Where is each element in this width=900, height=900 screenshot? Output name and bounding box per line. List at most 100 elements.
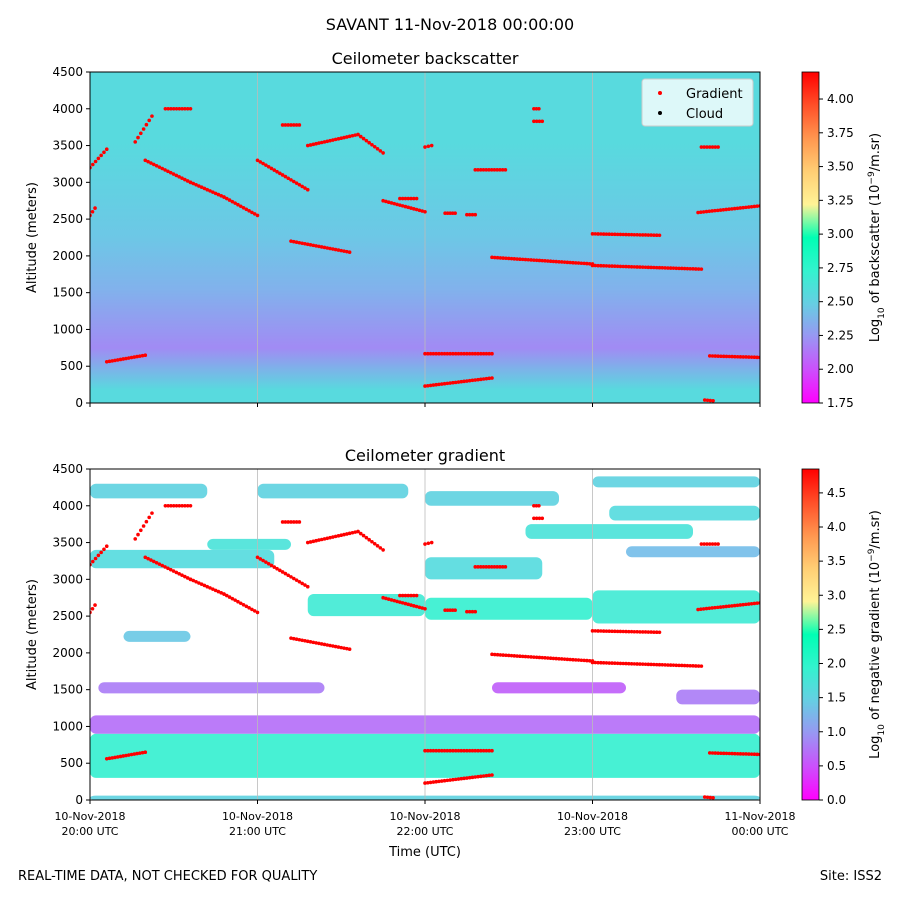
y-tick-label: 500 xyxy=(60,359,83,373)
gradient-point xyxy=(730,354,734,359)
gradient-point xyxy=(311,243,316,248)
gradient-point xyxy=(711,398,715,403)
gradient-band xyxy=(90,483,208,499)
gradient-point xyxy=(618,661,623,666)
gradient-point xyxy=(501,653,505,657)
gradient-point xyxy=(473,775,478,779)
gradient-point xyxy=(289,636,293,640)
gradient-point xyxy=(283,174,288,179)
gradient-point xyxy=(423,145,427,149)
gradient-point xyxy=(328,535,332,540)
gradient-point xyxy=(615,661,620,666)
gradient-point xyxy=(305,540,310,545)
gradient-point xyxy=(724,207,728,212)
colorbar-label: Log10 of backscatter (10−9/m.sr) xyxy=(867,133,887,342)
gradient-point xyxy=(532,516,536,521)
gradient-point xyxy=(375,544,380,548)
gradient-point xyxy=(702,398,707,402)
gradient-point xyxy=(540,655,545,660)
gradient-point xyxy=(331,247,335,251)
gradient-point xyxy=(705,398,710,403)
gradient-point xyxy=(462,776,466,781)
gradient-point xyxy=(174,106,179,111)
gradient-point xyxy=(163,503,168,508)
gradient-point xyxy=(565,260,570,265)
gradient-point xyxy=(467,775,472,780)
gradient-point xyxy=(280,520,285,524)
gradient-point xyxy=(166,566,170,571)
panel-title: Ceilometer gradient xyxy=(345,446,505,465)
gradient-point xyxy=(303,639,307,643)
gradient-point xyxy=(342,646,346,650)
backscatter-panel: Ceilometer backscatter 0 500 1000 1500 2000 25… xyxy=(25,49,887,410)
gradient-point xyxy=(297,240,302,245)
gradient-point xyxy=(317,141,321,145)
gradient-point xyxy=(503,168,508,172)
colorbar xyxy=(801,71,820,404)
gradient-point xyxy=(487,773,492,778)
gradient-point xyxy=(518,654,522,658)
gradient-point xyxy=(490,376,494,380)
gradient-point xyxy=(96,553,101,558)
gradient-point xyxy=(272,565,277,569)
gradient-point xyxy=(286,123,291,127)
gradient-point xyxy=(386,200,391,204)
gradient-point xyxy=(537,119,542,124)
gradient-panel: Ceilometer gradient 0 500 1000 1500 2000 2500 3… xyxy=(25,446,887,860)
gradient-point xyxy=(727,207,731,211)
gradient-point xyxy=(146,556,150,561)
gradient-point xyxy=(154,163,159,168)
gradient-point xyxy=(587,261,592,266)
gradient-point xyxy=(197,581,201,585)
gradient-point xyxy=(590,660,595,665)
gradient-point xyxy=(537,503,541,508)
gradient-point xyxy=(439,748,444,753)
gradient-point xyxy=(476,748,480,753)
gradient-point xyxy=(250,210,254,215)
plot-area xyxy=(90,72,760,403)
gradient-point xyxy=(211,190,215,194)
gradient-point xyxy=(492,168,497,172)
gradient-point xyxy=(216,589,221,594)
gradient-point xyxy=(654,233,659,238)
gradient-point xyxy=(294,123,299,127)
gradient-point xyxy=(241,205,246,210)
gradient-band xyxy=(592,476,760,488)
gradient-point xyxy=(247,606,251,610)
gradient-point xyxy=(135,751,139,756)
gradient-point xyxy=(336,645,341,649)
gradient-point xyxy=(704,606,709,611)
gradient-point xyxy=(356,529,360,534)
gradient-point xyxy=(93,556,98,561)
x-tick-label: 20:00 UTC xyxy=(61,825,118,838)
gradient-point xyxy=(492,255,497,260)
y-tick-label: 3500 xyxy=(52,536,83,550)
colorbar-tick-label: 1.0 xyxy=(827,725,846,739)
gradient-point xyxy=(752,355,757,360)
gradient-point xyxy=(347,134,352,139)
x-tick-label: 00:00 UTC xyxy=(731,825,788,838)
gradient-point xyxy=(219,194,224,198)
gradient-point xyxy=(358,134,363,139)
gradient-point xyxy=(646,662,651,667)
gradient-point xyxy=(543,656,547,660)
gradient-point xyxy=(682,663,687,668)
gradient-point xyxy=(294,578,299,582)
gradient-point xyxy=(730,751,734,756)
gradient-point xyxy=(150,511,154,515)
gradient-point xyxy=(735,354,740,359)
gradient-point xyxy=(604,264,609,268)
gradient-point xyxy=(495,565,499,569)
gradient-point xyxy=(261,558,265,563)
gradient-point xyxy=(191,181,196,186)
gradient-point xyxy=(649,662,653,667)
gradient-point xyxy=(439,351,444,356)
gradient-point xyxy=(180,573,184,577)
gradient-point xyxy=(696,267,701,271)
gradient-point xyxy=(638,662,642,666)
gradient-point xyxy=(643,630,648,634)
gradient-point xyxy=(715,605,720,610)
gradient-point xyxy=(638,630,642,634)
gradient-point xyxy=(696,664,701,668)
gradient-point xyxy=(532,503,536,508)
